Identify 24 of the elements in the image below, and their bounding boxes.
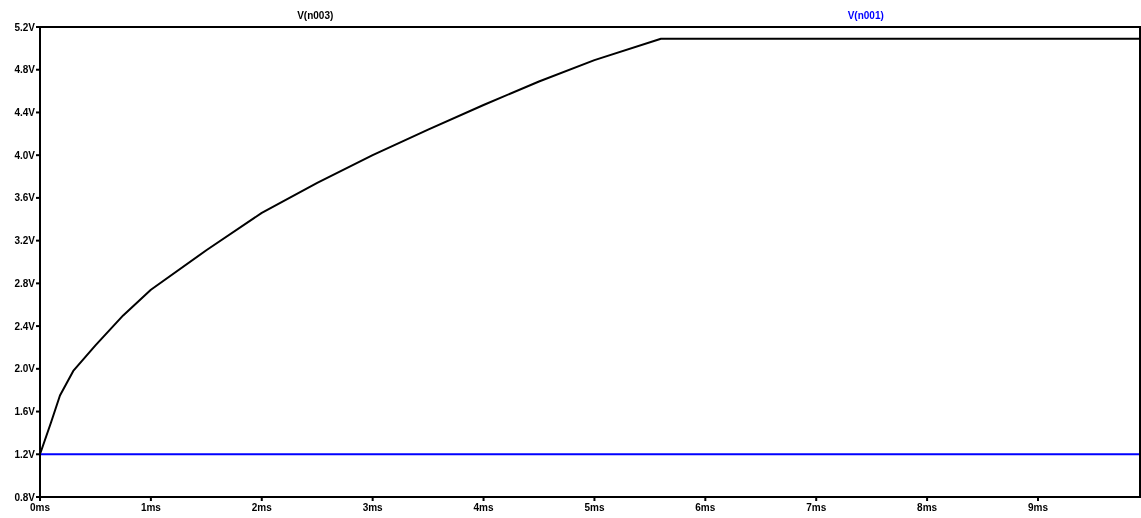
text: V(n001) — [847, 10, 884, 21]
x-tick-label: 1ms — [140, 502, 162, 513]
x-tick-label: 6ms — [695, 502, 716, 513]
y-tick-label: 1.2V — [14, 448, 36, 460]
x-tick-label: 5ms — [584, 502, 605, 513]
y-tick-label: 4.4V — [14, 106, 36, 118]
x-tick-label: 7ms — [806, 502, 827, 513]
x-tick-label: 4ms — [473, 502, 494, 513]
y-tick-label: 3.6V — [14, 192, 36, 204]
y-tick-label: 2.0V — [14, 363, 36, 375]
x-tick-label: 9ms — [1027, 502, 1049, 513]
x-tick-label: 3ms — [362, 502, 384, 513]
x-tick-label: 8ms — [917, 502, 938, 513]
y-tick-label: 4.0V — [14, 149, 36, 161]
y-tick-label: 3.2V — [14, 235, 36, 247]
x-tick-label: 0ms — [29, 502, 51, 513]
text: V(n003) — [297, 10, 334, 21]
y-tick-label: 2.8V — [14, 277, 36, 289]
y-tick-label: 5.2V — [14, 21, 36, 33]
y-tick-label: 2.4V — [14, 320, 36, 332]
y-tick-label: 1.6V — [14, 406, 36, 418]
x-tick-label: 2ms — [251, 502, 273, 513]
y-tick-label: 4.8V — [14, 64, 36, 76]
y-tick-label: 0.8V — [14, 491, 36, 503]
